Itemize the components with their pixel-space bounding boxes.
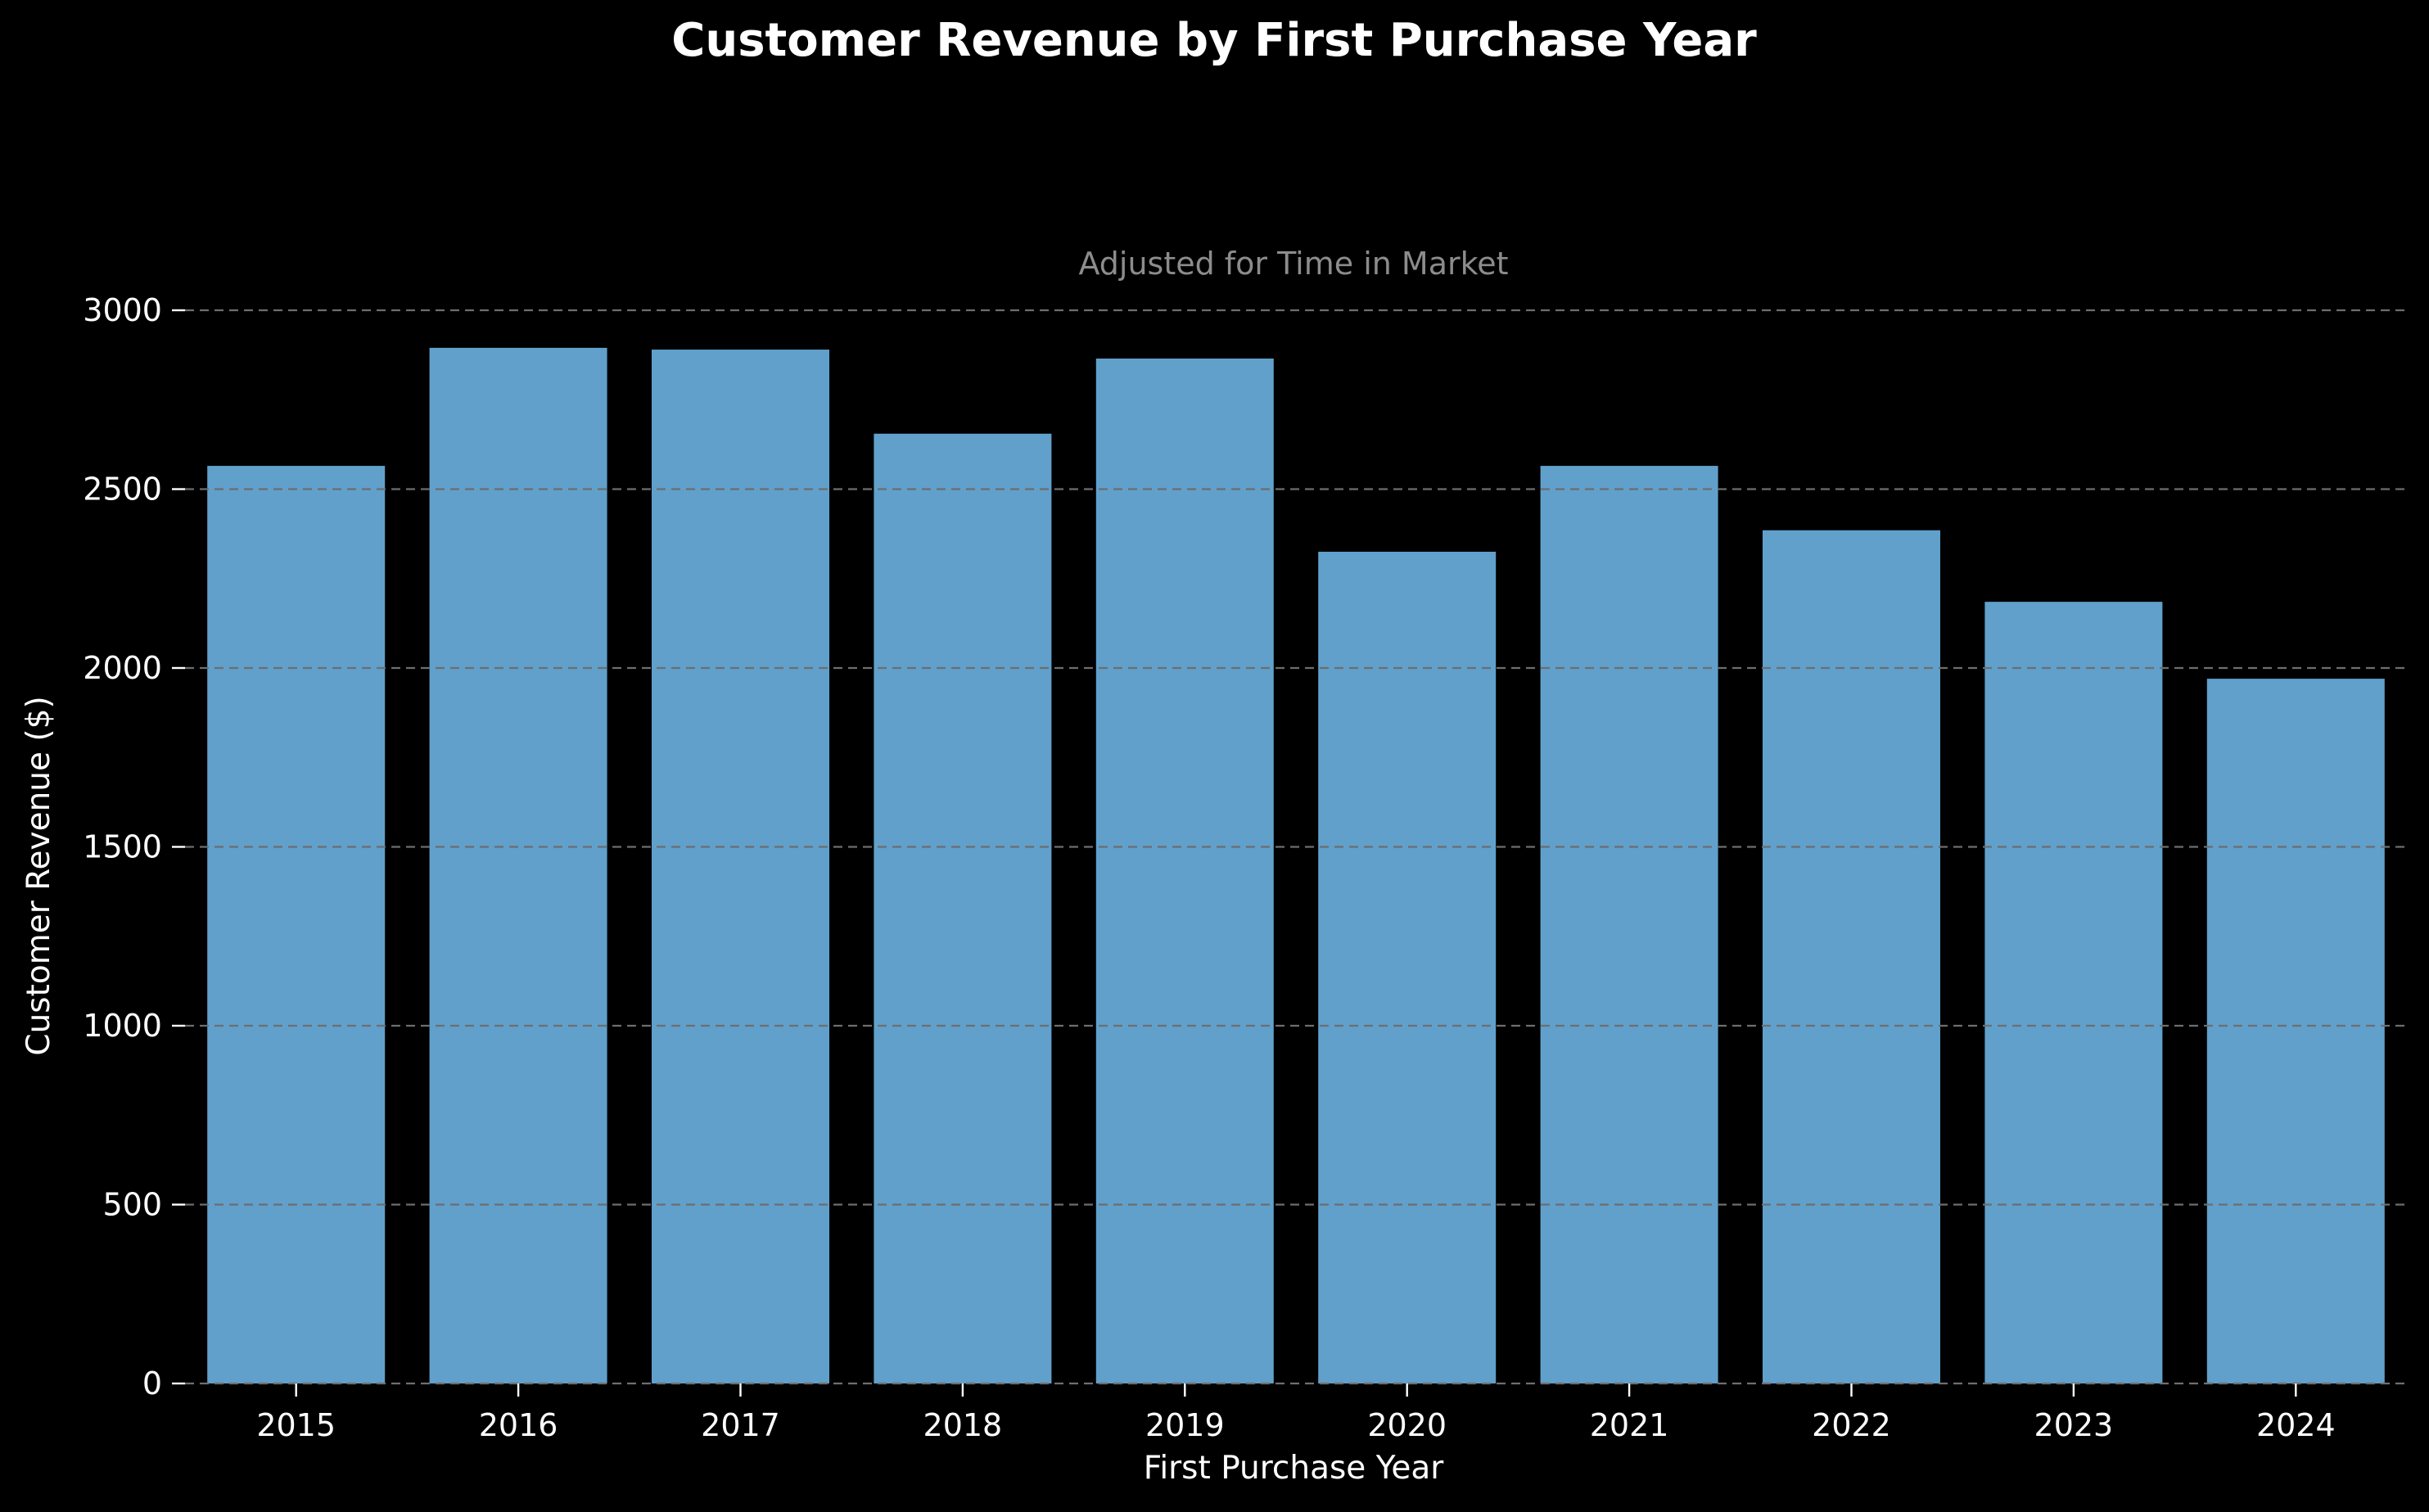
bar-2015 bbox=[207, 466, 386, 1383]
bars bbox=[207, 347, 2385, 1383]
gridlines bbox=[185, 309, 2407, 1385]
y-tick-label-500: 500 bbox=[102, 1187, 162, 1223]
y-tick-label-0: 0 bbox=[142, 1365, 162, 1401]
x-tick-label-2020: 2020 bbox=[1367, 1407, 1447, 1443]
bar-2019 bbox=[1095, 358, 1274, 1383]
x-tick-label-2021: 2021 bbox=[1590, 1407, 1669, 1443]
y-tick-label-2500: 2500 bbox=[83, 472, 162, 508]
bar-2022 bbox=[1763, 530, 1940, 1383]
x-tick-label-2019: 2019 bbox=[1145, 1407, 1225, 1443]
bar-2023 bbox=[1984, 602, 2163, 1383]
bar-2016 bbox=[429, 347, 607, 1383]
y-tick-label-2000: 2000 bbox=[83, 650, 162, 686]
bar-2017 bbox=[652, 350, 829, 1383]
y-tick-label-3000: 3000 bbox=[83, 292, 162, 328]
bar-2024 bbox=[2206, 679, 2385, 1383]
y-tick-label-1000: 1000 bbox=[83, 1008, 162, 1044]
x-tick-label-2023: 2023 bbox=[2034, 1407, 2114, 1443]
y-axis: 0 500 1000 1500 2000 2500 3000 bbox=[83, 292, 185, 1401]
y-tick-label-1500: 1500 bbox=[83, 829, 162, 865]
x-tick-label-2018: 2018 bbox=[923, 1407, 1003, 1443]
x-axis-label: First Purchase Year bbox=[1144, 1450, 1445, 1487]
x-axis: 2015 2016 2017 2018 2019 2020 2021 2022 2023 2024 bbox=[256, 1383, 2336, 1443]
bar-2021 bbox=[1540, 466, 1718, 1383]
x-tick-label-2016: 2016 bbox=[479, 1407, 558, 1443]
x-tick-label-2017: 2017 bbox=[701, 1407, 780, 1443]
y-axis-label: Customer Revenue ($) bbox=[20, 696, 57, 1055]
chart-title: Customer Revenue by First Purchase Year bbox=[671, 14, 1757, 67]
bar-2018 bbox=[874, 433, 1052, 1383]
bar-2020 bbox=[1318, 551, 1497, 1383]
x-tick-label-2022: 2022 bbox=[1812, 1407, 1891, 1443]
x-tick-label-2015: 2015 bbox=[256, 1407, 336, 1443]
chart-subtitle: Adjusted for Time in Market bbox=[1078, 246, 1508, 282]
x-tick-label-2024: 2024 bbox=[2256, 1407, 2336, 1443]
